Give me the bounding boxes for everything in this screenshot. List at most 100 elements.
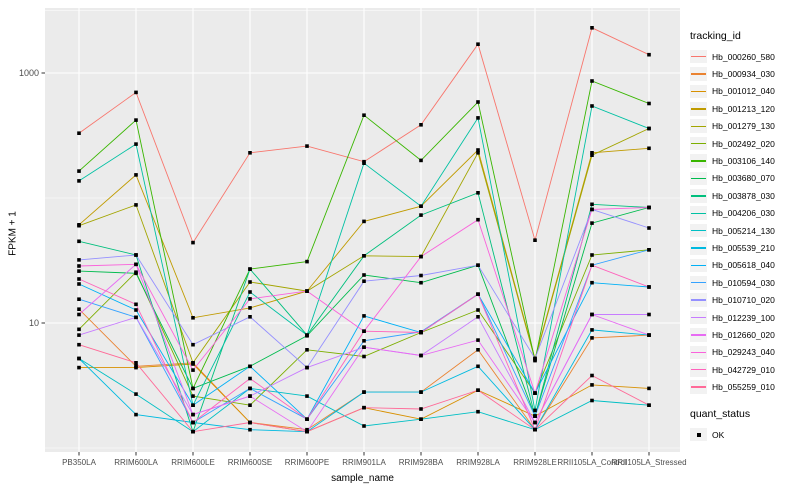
- data-point: [191, 412, 195, 417]
- legend-entry-label: Hb_003680_070: [712, 173, 775, 184]
- data-point: [248, 290, 252, 294]
- data-point: [590, 336, 594, 340]
- legend-title-tracking-id: tracking_id: [690, 30, 741, 42]
- data-point: [419, 407, 423, 411]
- legend-key-swatch: [690, 345, 707, 360]
- legend-entry-label: Hb_000260_580: [712, 51, 775, 62]
- data-point: [419, 123, 423, 127]
- legend-quant-label: OK: [712, 429, 725, 440]
- x-tick-label: RRIM928BA: [399, 458, 444, 467]
- data-point: [248, 315, 252, 319]
- legend-quant-block: quant_status OK: [690, 408, 798, 443]
- data-point: [362, 339, 366, 343]
- legend-line-sample: [691, 334, 706, 336]
- legend-key-swatch: [690, 189, 707, 203]
- data-point: [533, 238, 537, 242]
- legend-entry-Hb_000260_580: Hb_000260_580: [690, 48, 798, 65]
- data-point: [77, 356, 81, 361]
- data-point: [248, 267, 252, 271]
- data-point: [419, 273, 423, 278]
- data-point: [77, 239, 81, 244]
- data-point: [419, 417, 423, 421]
- legend-line-sample: [691, 229, 706, 232]
- data-point: [419, 353, 423, 358]
- legend-entry-label: Hb_003878_030: [712, 190, 775, 201]
- legend-key-swatch: [690, 293, 707, 307]
- data-point: [533, 420, 537, 425]
- data-point: [77, 282, 81, 286]
- data-point: [248, 151, 252, 155]
- data-point: [476, 151, 480, 155]
- legend-key-swatch: [690, 136, 707, 151]
- data-point: [134, 173, 138, 177]
- legend-title-quant-status: quant_status: [690, 407, 751, 420]
- legend-line-sample: [691, 264, 706, 267]
- legend-key-swatch: [690, 328, 707, 342]
- data-point: [590, 153, 594, 157]
- data-point: [362, 254, 366, 258]
- data-point: [248, 420, 252, 425]
- data-point: [134, 203, 138, 207]
- data-point: [590, 383, 594, 387]
- data-point: [419, 254, 423, 259]
- x-tick-label: RRIM901LA: [342, 458, 386, 467]
- legend-line-sample: [691, 247, 706, 249]
- data-point: [77, 365, 81, 370]
- data-point: [476, 217, 480, 222]
- data-point: [248, 376, 252, 381]
- data-point: [134, 118, 138, 122]
- data-point: [419, 213, 423, 217]
- legend-entry-label: Hb_001279_130: [712, 121, 775, 132]
- data-point: [77, 179, 81, 183]
- data-point: [191, 403, 195, 407]
- data-point: [191, 429, 195, 434]
- y-axis-title: FPKM + 1: [7, 211, 19, 256]
- legend-key-swatch: [690, 206, 707, 220]
- x-tick-label: RRIM928LE: [513, 458, 557, 467]
- legend-entry-Hb_010594_030: Hb_010594_030: [690, 274, 798, 291]
- ok-point-icon: [696, 432, 701, 437]
- x-tick-label: RRIM600SE: [228, 458, 272, 467]
- data-point: [77, 131, 81, 135]
- data-point: [362, 354, 366, 359]
- data-point: [590, 398, 594, 403]
- legend-quant-entry: OK: [690, 426, 798, 443]
- legend-line-sample: [691, 212, 706, 214]
- legend-entry-label: Hb_029243_040: [712, 347, 775, 358]
- data-point: [476, 348, 480, 352]
- legend-entry-label: Hb_005539_210: [712, 242, 775, 253]
- data-point: [191, 386, 195, 391]
- data-point: [476, 292, 480, 296]
- legend-line-sample: [691, 195, 706, 197]
- data-point: [419, 330, 423, 335]
- data-point: [77, 223, 81, 228]
- legend-quant-entries: OK: [690, 426, 798, 443]
- legend-entry-Hb_003106_140: Hb_003106_140: [690, 152, 798, 169]
- legend-line-sample: [691, 351, 706, 354]
- data-point: [647, 226, 651, 230]
- data-point: [134, 315, 138, 320]
- data-point: [419, 390, 423, 394]
- legend-entry-Hb_001213_120: Hb_001213_120: [690, 100, 798, 117]
- data-point: [362, 161, 366, 165]
- y-tick-label: 1000: [19, 68, 39, 78]
- legend-entry-Hb_005618_040: Hb_005618_040: [690, 257, 798, 274]
- x-tick-label: PB350LA: [62, 458, 96, 467]
- data-point: [647, 126, 651, 131]
- data-point: [362, 314, 366, 318]
- data-point: [191, 361, 195, 365]
- legend-entry-label: Hb_000934_030: [712, 69, 775, 80]
- data-point: [248, 306, 252, 310]
- data-point: [590, 202, 594, 207]
- legend-entry-label: Hb_003106_140: [712, 156, 775, 167]
- plot-panel: [45, 8, 680, 452]
- legend-key-swatch: [690, 171, 707, 186]
- legend-entry-Hb_003680_070: Hb_003680_070: [690, 170, 798, 187]
- legend-key-swatch: [690, 241, 707, 255]
- data-point: [134, 90, 138, 95]
- data-point: [590, 373, 594, 378]
- legend-line-sample: [691, 299, 706, 301]
- data-point: [647, 52, 651, 57]
- data-point: [647, 386, 651, 391]
